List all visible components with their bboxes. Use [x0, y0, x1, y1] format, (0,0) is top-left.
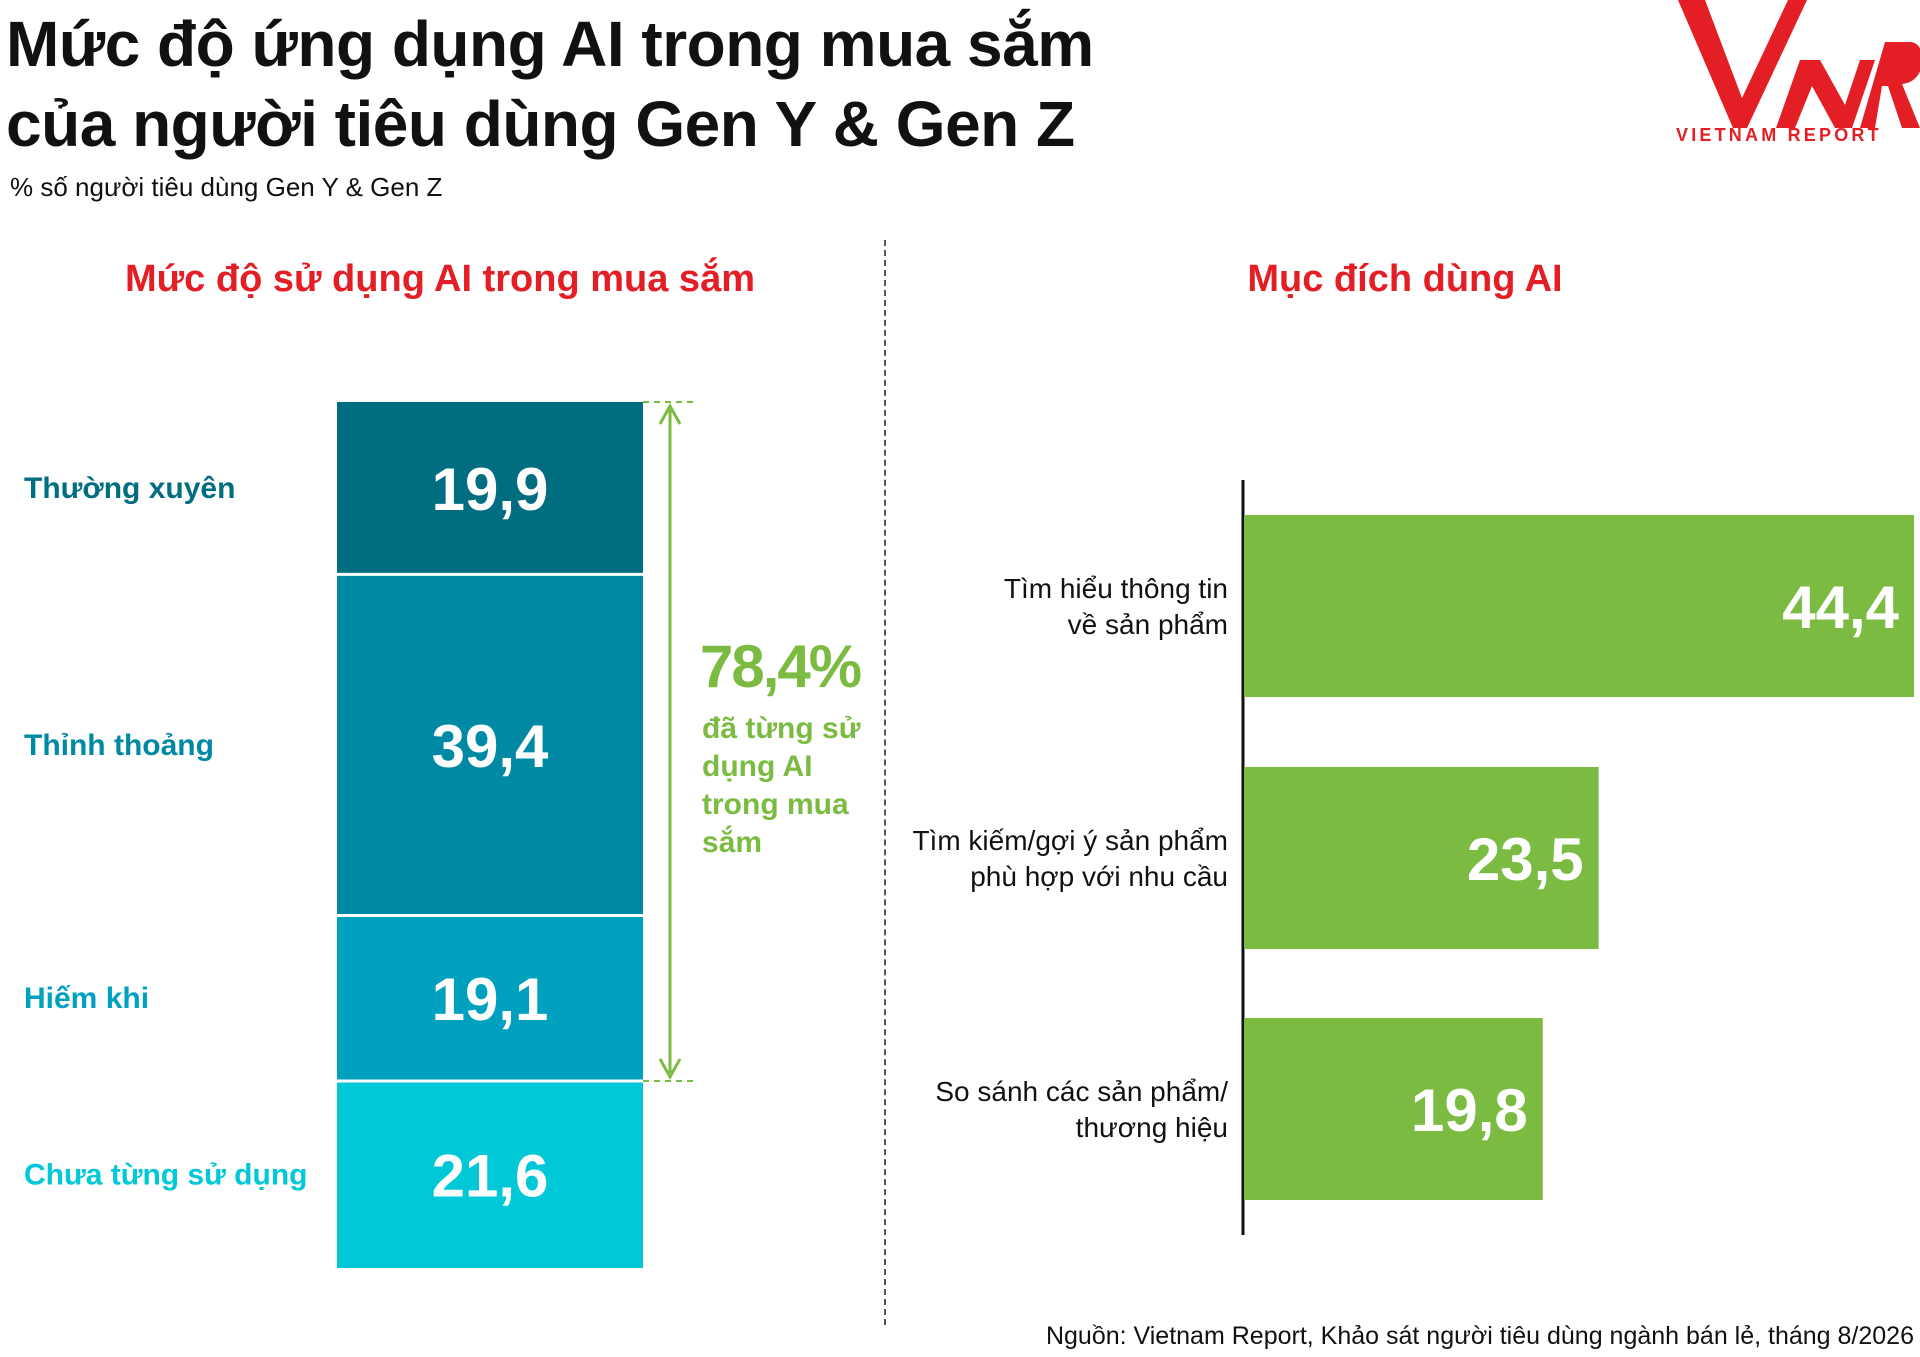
title-line-1: Mức độ ứng dụng AI trong mua sắm — [6, 8, 1094, 80]
page-title: Mức độ ứng dụng AI trong mua sắm của ngư… — [6, 4, 1094, 164]
bar-category-label: So sánh các sản phẩm/ — [935, 1076, 1228, 1107]
segment-value-label: 19,1 — [432, 966, 549, 1033]
stack-segment — [337, 402, 643, 575]
bar-category-label: thương hiệu — [1076, 1112, 1228, 1143]
logo-text: VIETNAM REPORT — [1676, 125, 1882, 145]
total-bracket-icon — [643, 401, 695, 1082]
purpose-bar — [1244, 515, 1914, 697]
total-percent: 78,4% — [700, 633, 862, 700]
bar-category-label: Tìm kiếm/gợi ý sản phẩm — [912, 825, 1228, 856]
stack-segment — [337, 915, 643, 1081]
bar-value-label: 44,4 — [1782, 574, 1899, 641]
vnr-logo-icon — [1678, 0, 1920, 128]
total-note: đã từng sử dụng AI trong mua sắm — [702, 712, 861, 859]
category-label: Hiếm khi — [24, 982, 149, 1015]
divider — [884, 240, 886, 1325]
segment-value-label: 19,9 — [432, 456, 549, 523]
bar-category-label: Tìm hiểu thông tin — [1004, 573, 1228, 604]
left-chart-title: Mức độ sử dụng AI trong mua sắm — [125, 258, 755, 300]
right-chart-title: Mục đích dùng AI — [1247, 258, 1563, 300]
purpose-bar — [1244, 1018, 1543, 1200]
bar-category-label: về sản phẩm — [1068, 609, 1228, 640]
category-label: Chưa từng sử dụng — [24, 1158, 307, 1191]
stack-segment — [337, 574, 643, 916]
category-label: Thỉnh thoảng — [24, 729, 214, 762]
stack-segment — [337, 1080, 643, 1268]
bar-value-label: 23,5 — [1467, 826, 1584, 893]
category-label: Thường xuyên — [24, 472, 235, 505]
bar-value-label: 19,8 — [1411, 1077, 1528, 1144]
usage-stacked-chart: 19,9 Thường xuyên 39,4 Thỉnh thoảng 19,1 Hiếm… — [24, 401, 695, 1268]
title-line-2: của người tiêu dùng Gen Y & Gen Z — [6, 88, 1075, 160]
subtitle: % số người tiêu dùng Gen Y & Gen Z — [10, 172, 443, 202]
source-note: Nguồn: Vietnam Report, Khảo sát người ti… — [1045, 1322, 1914, 1350]
segment-value-label: 21,6 — [432, 1142, 549, 1209]
bar-category-label: phù hợp với nhu cầu — [970, 861, 1228, 892]
purpose-bar — [1244, 767, 1599, 949]
segment-value-label: 39,4 — [432, 713, 549, 780]
